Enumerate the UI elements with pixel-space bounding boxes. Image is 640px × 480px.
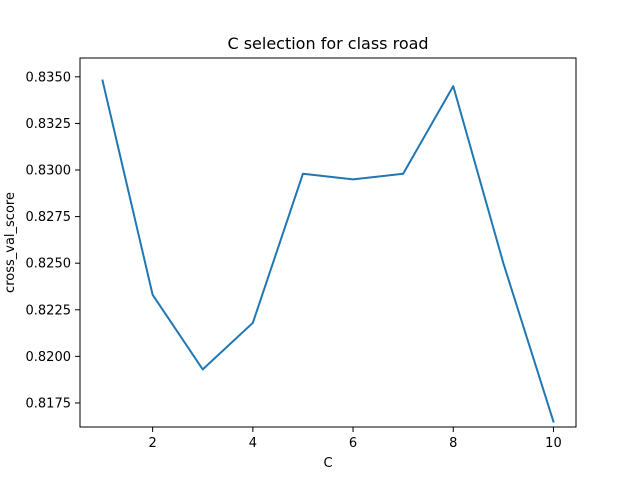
y-tick-label: 0.8325	[26, 117, 72, 132]
y-tick-label: 0.8200	[26, 350, 72, 365]
x-tick-label: 8	[449, 436, 457, 451]
y-tick-label: 0.8350	[26, 70, 72, 85]
x-tick-label: 2	[149, 436, 157, 451]
y-tick-label: 0.8225	[26, 303, 72, 318]
y-tick-label: 0.8275	[26, 210, 72, 225]
series-layer	[101, 79, 555, 423]
y-tick-label: 0.8300	[26, 164, 72, 179]
x-axis-label: C	[323, 456, 332, 471]
plot-area	[80, 58, 576, 427]
plot-frame	[79, 57, 577, 428]
chart-title: C selection for class road	[227, 34, 428, 53]
y-axis-label: cross_val_score	[3, 192, 18, 293]
y-tick-label: 0.8175	[26, 396, 72, 411]
y-tick-label: 0.8250	[26, 257, 72, 272]
ticks-layer: 2 4 6 8 10 0.8175 0.8200 0.8225 0.8250 0.8275 0.83…	[26, 70, 562, 451]
x-tick-label: 4	[249, 436, 257, 451]
x-tick-label: 6	[349, 436, 357, 451]
series-line	[101, 79, 555, 423]
x-tick-label: 10	[545, 436, 562, 451]
